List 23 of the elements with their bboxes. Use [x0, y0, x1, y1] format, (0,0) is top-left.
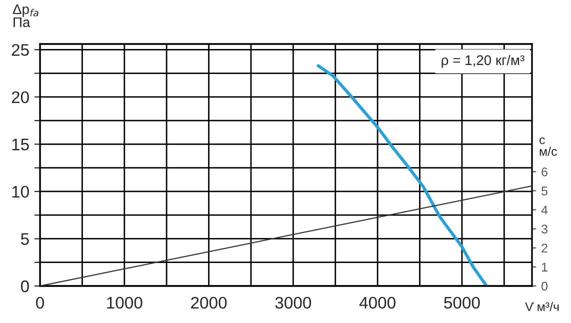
y2-tick-label: 2	[542, 244, 548, 252]
x-tick-label: 5000	[444, 296, 480, 309]
y2-tick-label: 6	[542, 167, 548, 176]
x-tick-label: 3000	[275, 296, 312, 309]
x-axis-title: V̇ м³/ч	[525, 302, 559, 312]
y2-tick-label: 3	[542, 224, 548, 234]
y2-tick-label: 0	[542, 282, 548, 291]
annotation: ρ = 1,20 кг/м³	[442, 54, 524, 68]
y-tick-label: 20	[12, 91, 29, 104]
y2-tick-label: 1	[542, 262, 548, 272]
y-tick-label: 15	[12, 138, 29, 150]
x-tick-label: 1000	[107, 296, 142, 309]
y2-tick-label: 4	[541, 206, 548, 214]
x-tick-label: 4000	[359, 296, 396, 309]
y-tick-label: 0	[20, 280, 29, 292]
y-tick-label: 25	[12, 44, 29, 56]
y-tick-label: 10	[12, 186, 29, 198]
y2-axis-title: c м/с	[540, 137, 557, 156]
y-axis-title: Δp$_{fa}$ Па	[12, 4, 38, 28]
x-tick-label: 2000	[191, 296, 227, 309]
y-tick-label: 5	[20, 233, 29, 245]
y2-tick-label: 5	[542, 186, 548, 196]
x-tick-label: 0	[36, 296, 44, 309]
